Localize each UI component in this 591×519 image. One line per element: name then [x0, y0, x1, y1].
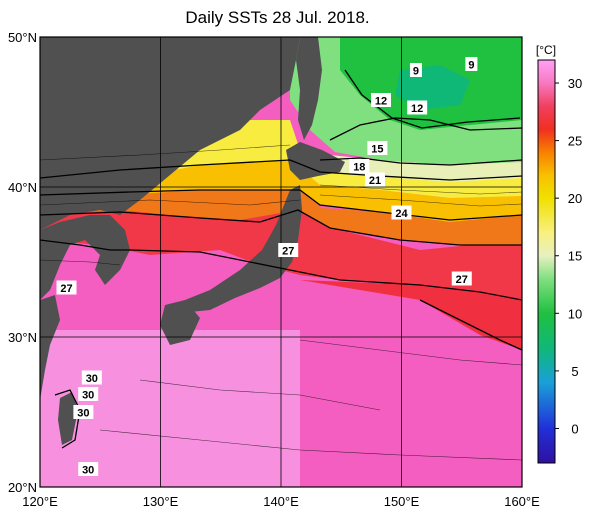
contour-label: 27 [60, 283, 72, 295]
taiwan [58, 392, 78, 445]
contour-label: 30 [82, 465, 94, 477]
y-tick-label: 20°N [8, 480, 37, 495]
contour-label-bg [451, 271, 472, 286]
contour-15 [319, 157, 522, 166]
colorbar-tick-label: 25 [568, 134, 582, 149]
contour-label: 27 [282, 246, 294, 258]
contour-label: 12 [375, 96, 387, 108]
contour-label: 9 [413, 66, 419, 78]
colorbar-tick-label: 15 [568, 249, 582, 264]
contour-label-bg [409, 63, 422, 77]
colorbar-tick-label: 20 [568, 191, 582, 206]
x-axis-ticks: 120°E 130°E 140°E 150°E 160°E [22, 494, 540, 509]
contour-27-north [129, 249, 522, 301]
map-frame [39, 36, 523, 488]
contour-label-bg [391, 205, 412, 220]
contour-label-bg [349, 159, 370, 173]
hokkaido [286, 142, 345, 180]
map-title: Daily SSTs 28 Jul. 2018. [185, 8, 370, 27]
land [40, 37, 345, 445]
colorbar-gradient [537, 59, 556, 464]
colorbar-ticks: 0 5 10 15 20 25 30 [555, 76, 582, 436]
sakhalin [296, 37, 322, 140]
contours [40, 69, 522, 449]
contour-label: 30 [82, 390, 94, 402]
x-tick-label: 130°E [143, 494, 179, 509]
y-tick-label: 40°N [8, 180, 37, 195]
contour-label: 18 [353, 162, 365, 174]
colorbar-tick-label: 30 [568, 76, 582, 91]
contour-label: 15 [371, 144, 383, 156]
contour-label-bg [367, 141, 388, 155]
contour-24 [40, 209, 522, 246]
colorbar-tick-label: 10 [568, 306, 582, 321]
contour-27-west [40, 239, 130, 251]
contour-label-bg [407, 100, 428, 115]
contour-label-bg [364, 172, 385, 187]
x-tick-label: 140°E [263, 494, 299, 509]
contour-label-bg [73, 405, 94, 419]
contour-label-bg [371, 93, 392, 107]
colorbar-unit: [°C] [536, 43, 556, 57]
y-tick-label: 50°N [8, 30, 37, 45]
sst-band-27-kuroshio [300, 280, 522, 350]
contour-21 [40, 189, 522, 221]
contour-label-bg [278, 243, 299, 257]
contour-label: 27 [456, 274, 468, 286]
y-tick-label: 30°N [8, 330, 37, 345]
contour-label-bg [81, 370, 102, 385]
x-tick-label: 160°E [504, 494, 540, 509]
colorbar: [°C] 0 5 10 15 20 25 30 [536, 43, 582, 464]
contour-9 [344, 69, 521, 129]
asia-mainland [40, 37, 300, 230]
contour-labels: 9 9 12 12 15 18 21 24 27 27 27 30 30 30 30 [56, 57, 478, 477]
contours-thin [40, 144, 522, 461]
contour-label-bg [78, 462, 99, 476]
contour-label-bg [465, 57, 478, 71]
contour-27-kuroshio [419, 299, 522, 351]
contour-label: 21 [369, 175, 381, 187]
y-axis-ticks: 50°N 40°N 30°N 20°N [8, 30, 37, 495]
contour-label: 30 [77, 408, 89, 420]
contour-label-bg [56, 280, 77, 295]
contour-label: 9 [468, 60, 474, 72]
contour-label: 24 [395, 208, 408, 220]
sea-island [186, 121, 196, 132]
contour-12 [329, 117, 522, 141]
korea-china-coast [40, 215, 130, 300]
contour-label-bg [78, 387, 99, 401]
contour-label: 12 [411, 103, 423, 115]
x-tick-label: 150°E [384, 494, 420, 509]
colorbar-tick-label: 5 [571, 364, 578, 379]
colorbar-tick-label: 0 [571, 421, 578, 436]
contour-label: 30 [86, 373, 98, 385]
china-coast-south [40, 295, 60, 400]
x-tick-label: 120°E [22, 494, 58, 509]
contour-18 [40, 159, 522, 181]
kyushu-shikoku [160, 300, 200, 345]
honshu [185, 185, 302, 312]
